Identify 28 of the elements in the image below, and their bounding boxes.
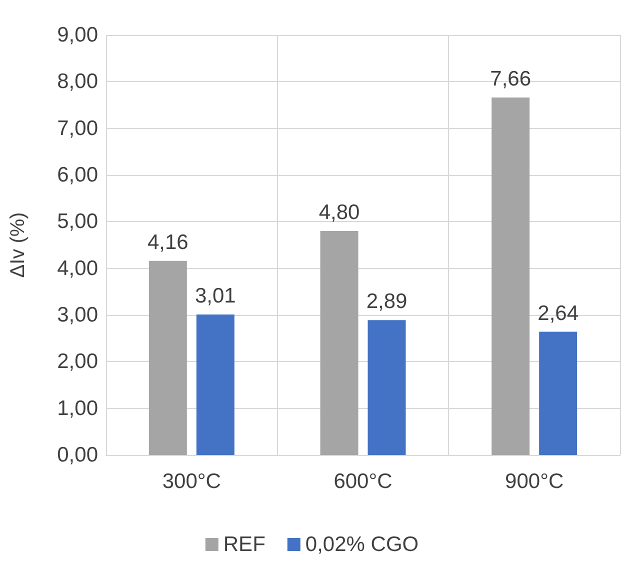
y-axis-title: ΔIv (%) <box>7 212 29 278</box>
x-tick-label: 300°C <box>162 470 221 493</box>
y-tick-label: 0,00 <box>57 444 98 466</box>
data-label: 4,16 <box>147 230 188 254</box>
y-tick-label: 8,00 <box>57 70 98 94</box>
bar <box>539 332 578 455</box>
x-tick-label: 900°C <box>505 470 564 493</box>
y-tick-label: 3,00 <box>57 304 98 326</box>
y-tick-label: 7,00 <box>57 116 98 140</box>
x-tick-label: 600°C <box>334 470 392 493</box>
data-label: 7,66 <box>490 68 532 91</box>
bar <box>368 320 406 455</box>
y-tick-label: 9,00 <box>57 24 98 46</box>
data-label: 2,89 <box>366 290 408 314</box>
bar <box>492 98 530 455</box>
data-label: 4,80 <box>318 201 360 224</box>
y-tick-label: 1,00 <box>57 396 98 420</box>
y-tick-label: 4,00 <box>57 256 98 280</box>
y-tick-label: 5,00 <box>57 210 98 234</box>
y-tick-label: 2,00 <box>57 350 98 374</box>
legend-label: 0,02% CGO <box>305 533 419 556</box>
data-label: 2,64 <box>538 302 579 325</box>
bar <box>148 260 187 455</box>
y-tick-label: 6,00 <box>57 164 98 186</box>
bar <box>320 231 358 455</box>
bar <box>196 314 234 455</box>
legend-label: REF <box>223 533 266 556</box>
data-label: 3,01 <box>194 284 236 308</box>
